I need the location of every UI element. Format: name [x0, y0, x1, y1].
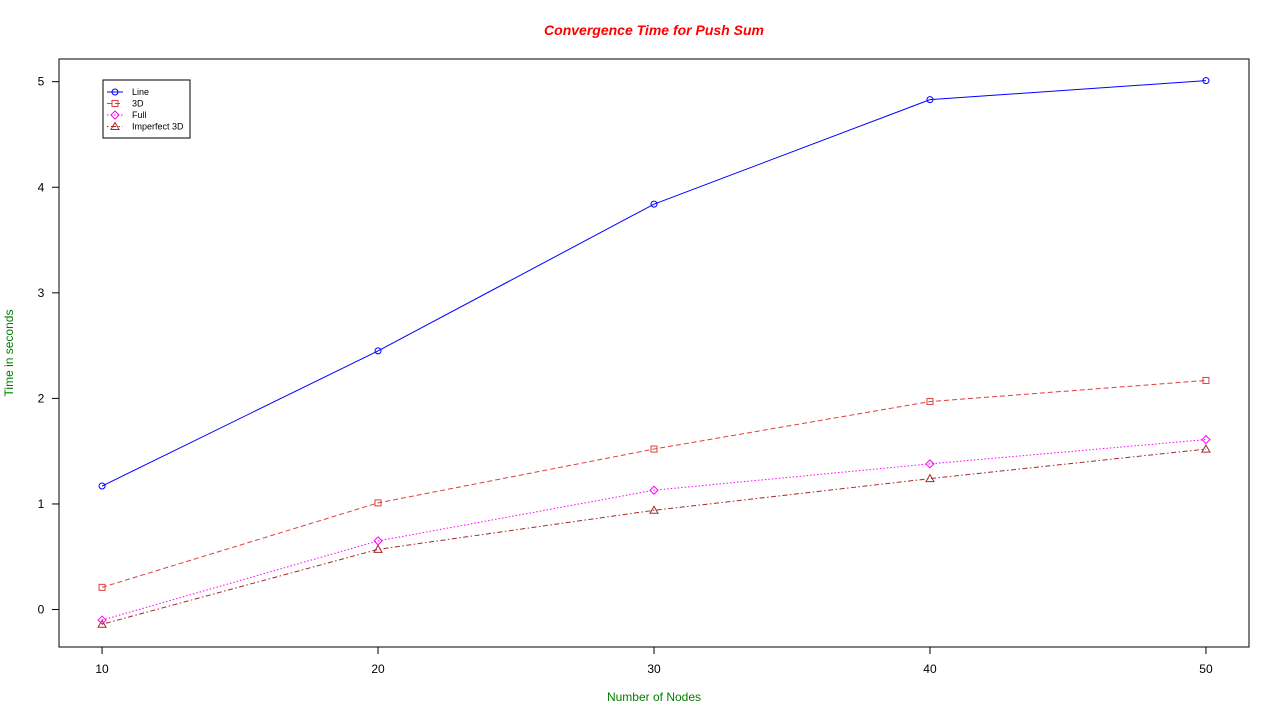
x-tick-label: 10	[95, 662, 109, 676]
legend-label: Full	[132, 110, 147, 120]
y-axis-title: Time in seconds	[2, 310, 16, 397]
y-tick-label: 4	[38, 180, 45, 194]
series-3d	[98, 376, 1210, 591]
legend-item: Full	[107, 110, 147, 120]
data-point	[98, 482, 106, 490]
data-point	[1201, 444, 1211, 453]
data-point	[97, 619, 107, 628]
y-tick-label: 1	[38, 497, 45, 511]
legend-item: Line	[107, 87, 149, 97]
series-line	[101, 448, 1207, 625]
chart-title: Convergence Time for Push Sum	[544, 22, 764, 38]
data-point	[373, 544, 383, 553]
data-point	[926, 96, 934, 104]
legend-label: Line	[132, 87, 149, 97]
y-tick-label: 2	[38, 391, 45, 405]
data-point	[1201, 434, 1211, 445]
x-tick-label: 20	[371, 662, 385, 676]
data-point	[374, 499, 382, 507]
legend-item: 3D	[107, 99, 144, 109]
data-point	[1202, 77, 1210, 85]
data-point	[1202, 376, 1210, 384]
series-full	[97, 434, 1211, 625]
data-point	[650, 200, 658, 208]
y-tick-label: 0	[38, 603, 45, 617]
y-tick-label: 5	[38, 75, 45, 89]
x-axis: 10 20 30 40 50	[95, 647, 1213, 676]
series-line	[101, 379, 1206, 588]
data-point	[926, 398, 934, 406]
legend-marker	[111, 100, 119, 107]
data-point	[649, 485, 659, 495]
y-axis: 0 1 2 3 4 5	[38, 75, 59, 617]
data-point	[925, 459, 935, 469]
series-imperfect-3d	[97, 444, 1211, 628]
y-tick-label: 3	[38, 286, 45, 300]
x-tick-label: 40	[923, 662, 937, 676]
legend-marker	[110, 110, 120, 120]
x-tick-label: 50	[1199, 662, 1213, 676]
series-line	[101, 439, 1206, 621]
data-point	[650, 445, 658, 453]
data-point	[925, 473, 935, 483]
x-tick-label: 30	[647, 662, 661, 676]
x-axis-title: Number of Nodes	[607, 690, 701, 704]
data-point	[649, 505, 659, 514]
legend-label: Imperfect 3D	[132, 122, 184, 132]
legend-label: 3D	[132, 99, 144, 109]
legend-marker	[111, 88, 119, 96]
data-point	[98, 583, 106, 591]
plot-frame	[58, 58, 1250, 648]
series-line	[101, 80, 1206, 487]
series-line	[98, 77, 1210, 490]
legend-item: Imperfect 3D	[107, 121, 184, 132]
data-point	[374, 347, 382, 355]
legend-marker	[110, 121, 120, 130]
series-layer	[97, 77, 1211, 628]
